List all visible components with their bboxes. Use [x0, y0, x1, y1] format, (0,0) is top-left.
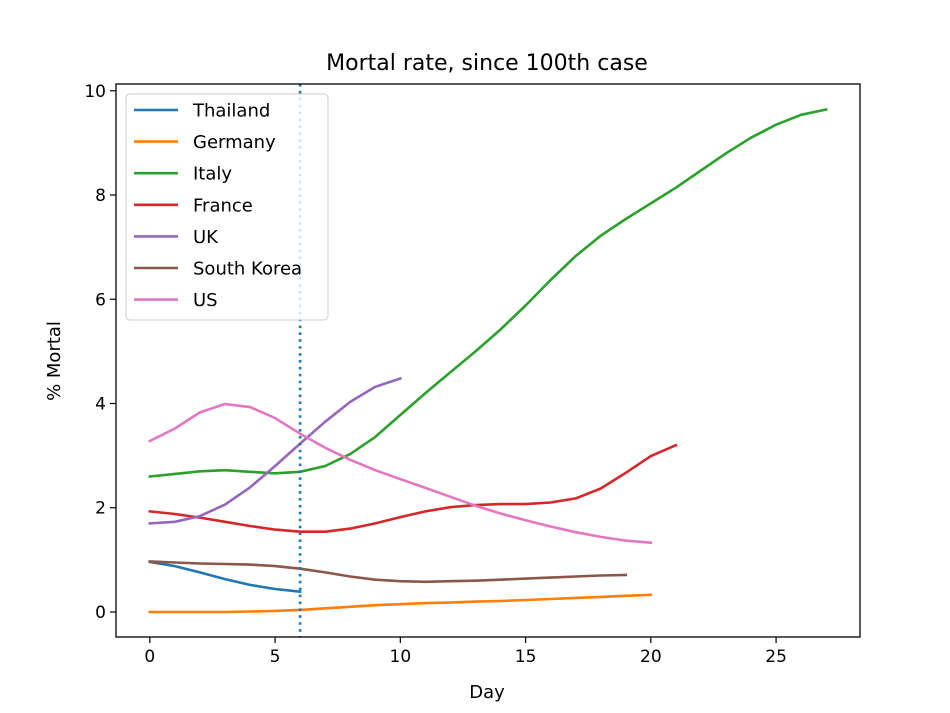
y-tick-label: 10 — [84, 82, 106, 102]
x-axis-title: Day — [469, 682, 505, 703]
axis-ticks: 0 5 10 15 20 25 0 2 4 6 8 10 — [84, 82, 787, 667]
series-line-us — [148, 402, 653, 545]
legend-label-uk: UK — [193, 227, 219, 248]
legend-label-france: France — [193, 195, 253, 216]
legend-label-thailand: Thailand — [192, 101, 270, 122]
y-tick-label: 8 — [95, 186, 106, 206]
legend-label-us: US — [193, 290, 218, 311]
x-tick-label: 5 — [270, 647, 281, 667]
y-tick-label: 0 — [95, 603, 106, 623]
series-line-italy — [148, 107, 828, 478]
y-axis-title: % Mortal — [44, 321, 65, 401]
y-tick-label: 2 — [95, 499, 106, 519]
series-line-germany — [148, 593, 653, 614]
y-tick-label: 6 — [95, 290, 106, 310]
series-line-south-korea — [148, 560, 628, 584]
legend: Thailand Germany Italy France UK South Korea U… — [125, 93, 329, 321]
x-tick-label: 20 — [640, 647, 662, 667]
x-tick-label: 15 — [515, 647, 537, 667]
x-tick-label: 25 — [765, 647, 787, 667]
series-line-thailand — [148, 560, 302, 594]
chart-title: Mortal rate, since 100th case — [326, 51, 648, 76]
y-tick-label: 4 — [95, 394, 106, 414]
legend-label-italy: Italy — [193, 164, 232, 185]
x-tick-label: 0 — [144, 647, 155, 667]
legend-box — [125, 93, 329, 321]
x-tick-label: 10 — [390, 647, 412, 667]
legend-label-germany: Germany — [193, 132, 276, 153]
axes-frame — [115, 83, 861, 638]
series-line-uk — [148, 376, 402, 525]
legend-label-south-korea: South Korea — [193, 259, 302, 280]
series-line-france — [148, 443, 678, 534]
